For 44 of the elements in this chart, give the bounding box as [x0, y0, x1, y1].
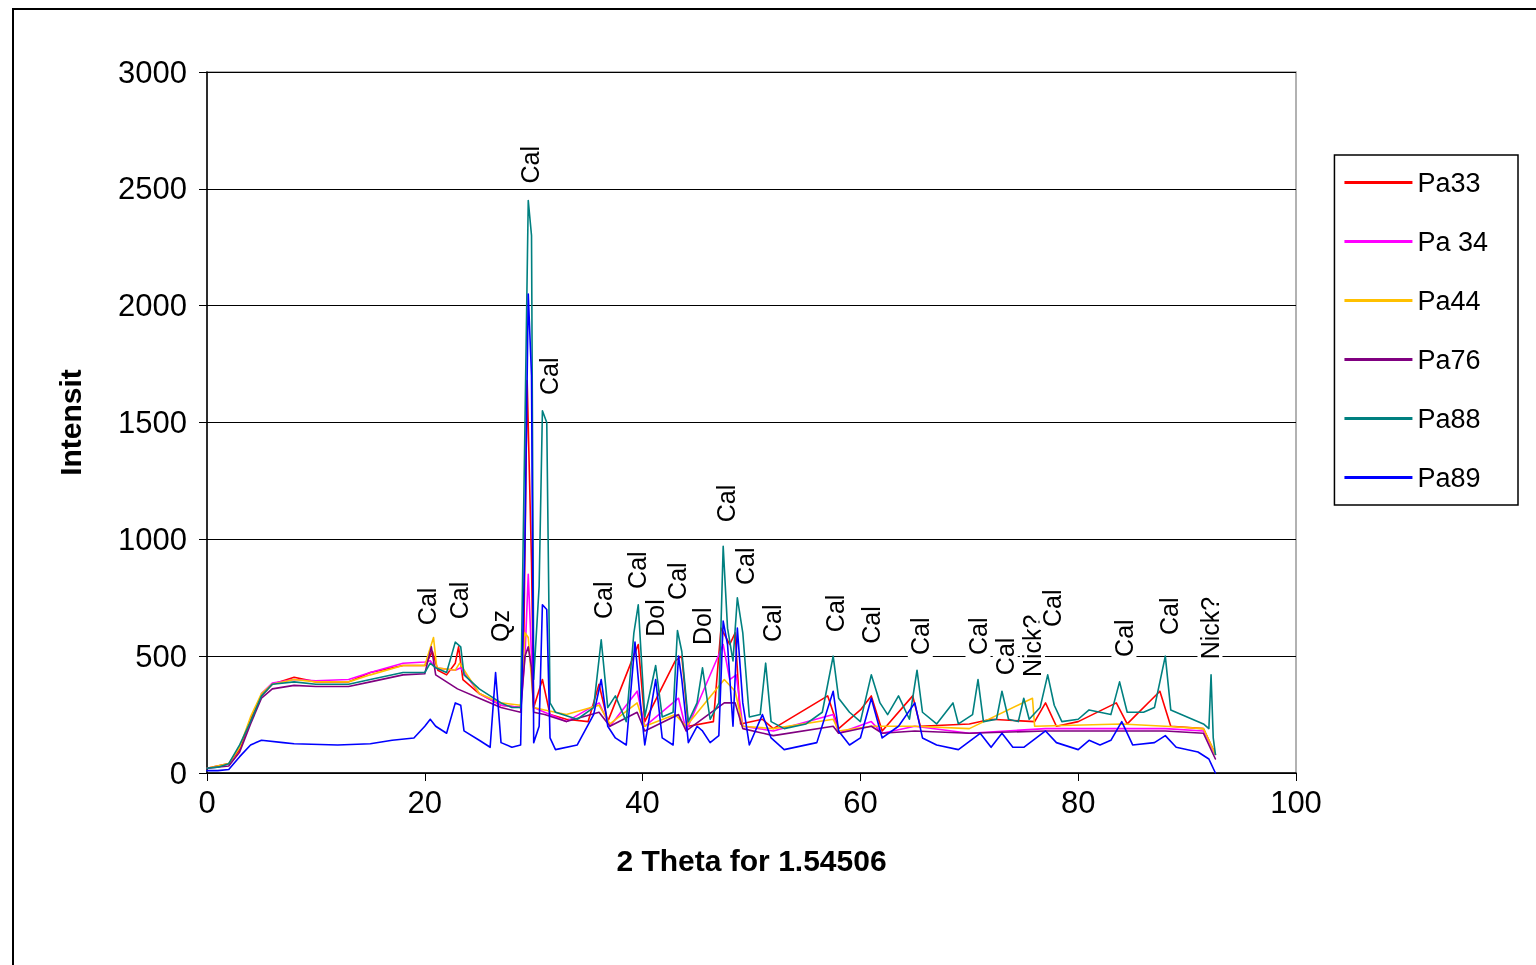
x-tick-label: 80	[1060, 785, 1096, 820]
annotation: Cal	[857, 606, 886, 644]
annotation: Cal	[730, 547, 759, 585]
legend-label: Pa33	[1417, 167, 1481, 198]
annotation: Cal	[821, 594, 850, 633]
y-tick-label: 3000	[118, 54, 187, 90]
legend-label: Pa88	[1417, 403, 1481, 434]
legend-label: Pa44	[1417, 285, 1481, 316]
y-tick-label: 500	[135, 638, 187, 674]
annotation: Cal	[534, 357, 563, 395]
annotation: Nick?	[1195, 596, 1224, 660]
annotation: Cal	[712, 484, 741, 523]
annotation: Cal	[1109, 619, 1138, 657]
annotation: Cal	[444, 581, 473, 620]
annotation: Cal	[1154, 597, 1183, 635]
y-tick-label: 2000	[118, 288, 187, 324]
annotation: Cal	[964, 617, 993, 656]
annotation: Cal	[623, 551, 652, 589]
legend-label: Pa76	[1417, 344, 1481, 375]
legend-label: Pa89	[1417, 462, 1481, 493]
x-axis-title: 2 Theta for 1.54506	[616, 843, 887, 877]
y-tick-label: 1000	[118, 521, 187, 557]
x-tick-label: 20	[407, 785, 443, 820]
annotation: Cal	[758, 604, 787, 642]
line-series	[206, 293, 1217, 774]
annotation: Cal	[589, 581, 618, 620]
annotation: Dol	[640, 599, 669, 637]
x-tick-label: 100	[1270, 785, 1322, 820]
y-tick-label: 1500	[118, 405, 187, 440]
legend-label: Pa 34	[1417, 226, 1488, 257]
x-tick-label: 0	[198, 785, 216, 820]
y-tick-label: 2500	[118, 171, 187, 207]
x-tick-label: 60	[843, 785, 878, 820]
y-axis-title: Intensit	[53, 369, 87, 476]
line-series	[206, 199, 1217, 770]
annotation: Dol	[688, 607, 717, 645]
annotation: Cal	[412, 587, 441, 626]
y-tick-label: 0	[169, 755, 187, 791]
annotation: Cal	[906, 617, 935, 656]
annotation: Cal	[516, 145, 545, 184]
x-tick-label: 40	[625, 785, 660, 820]
annotation: Qz	[485, 610, 514, 642]
annotation: Cal	[663, 562, 692, 600]
annotation: Cal	[991, 637, 1020, 676]
